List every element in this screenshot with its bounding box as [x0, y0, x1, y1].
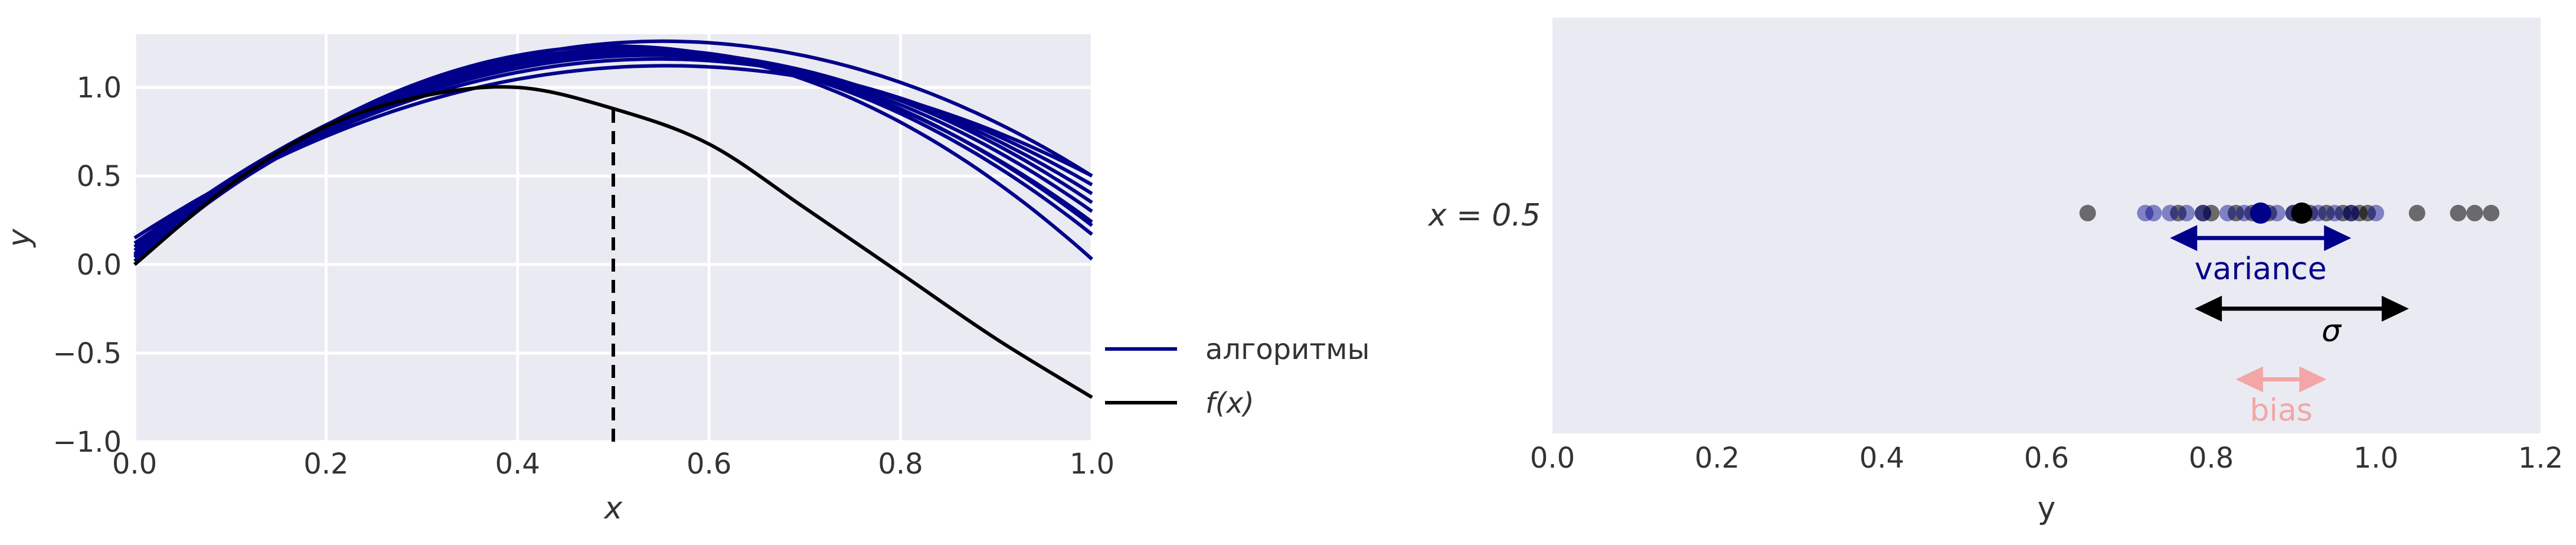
- left-y-axis-label: y: [2, 228, 37, 248]
- blue-point-0: [2137, 204, 2154, 221]
- blue-point-10: [2310, 204, 2327, 221]
- black-point-1: [2170, 204, 2187, 221]
- blue-point-4: [2195, 204, 2212, 221]
- right-x-tick-6: 1.2: [2518, 442, 2563, 475]
- blue-point-11: [2326, 204, 2343, 221]
- black-point-3: [2203, 204, 2219, 221]
- blue-point-1: [2145, 204, 2162, 221]
- right-x-axis-label: y: [2038, 491, 2056, 526]
- legend-label-fx: f(x): [1205, 387, 1254, 420]
- black-point-0: [2079, 204, 2096, 221]
- sigma-label: σ: [2322, 314, 2342, 349]
- right-plot-background: [1552, 18, 2541, 433]
- bias-arrow: [2235, 366, 2327, 393]
- right-y-tick-label: x = 0.5: [1427, 198, 1541, 233]
- variance-arrow: [2170, 225, 2352, 252]
- black-point-13: [2359, 204, 2376, 221]
- left-x-tick-3: 0.6: [687, 448, 731, 481]
- right-x-tick-2: 0.4: [1859, 442, 1904, 475]
- blue-point-6: [2235, 204, 2253, 221]
- right-x-tick-5: 1.0: [2353, 442, 2398, 475]
- variance-label: variance: [2195, 252, 2327, 287]
- left-x-tick-2: 0.4: [495, 448, 540, 481]
- left-plot: 0.0 0.2 0.4 0.6 0.8 1.0 −1.0 −0.5 0.0 0.5 1.0 x y…: [2, 34, 1369, 526]
- left-x-tick-0: 0.0: [112, 448, 157, 481]
- legend: алгоритмы f(x): [1105, 333, 1369, 420]
- sigma-arrow: [2195, 295, 2409, 322]
- sigma-arrow-head-left: [2195, 295, 2222, 322]
- left-x-axis-label: x: [603, 491, 623, 526]
- left-y-tick-0: −1.0: [53, 426, 122, 459]
- blue-mean-point: [2250, 202, 2271, 224]
- black-point-9: [2318, 204, 2335, 221]
- scatter-points: [2079, 202, 2500, 224]
- blue-point-5: [2219, 204, 2236, 221]
- right-x-tick-0: 0.0: [1530, 442, 1575, 475]
- variance-arrow-head-right: [2324, 225, 2352, 252]
- left-x-tick-4: 0.8: [878, 448, 923, 481]
- legend-label-algorithms: алгоритмы: [1205, 333, 1369, 366]
- blue-point-12: [2343, 204, 2360, 221]
- variance-arrow-head-left: [2170, 225, 2198, 252]
- left-y-tick-4: 1.0: [77, 71, 122, 105]
- target-curve-fx: [133, 85, 1093, 399]
- left-y-tick-labels: −1.0 −0.5 0.0 0.5 1.0: [53, 71, 122, 459]
- black-mean-point: [2291, 202, 2313, 224]
- black-point-14: [2408, 204, 2425, 221]
- black-point-16: [2466, 204, 2483, 221]
- right-plot: x = 0.5 variance σ bias 0.0 0.2 0.4 0.6 0.8 1…: [1427, 18, 2563, 526]
- bias-arrow-head-left: [2235, 366, 2263, 393]
- black-point-17: [2483, 204, 2500, 221]
- blue-point-2: [2162, 204, 2179, 221]
- blue-point-13: [2368, 204, 2384, 221]
- annotation-arrows: [2170, 225, 2409, 393]
- left-y-tick-2: 0.0: [77, 249, 122, 282]
- bias-arrow-head-right: [2299, 366, 2327, 393]
- black-point-15: [2450, 204, 2467, 221]
- left-x-tick-labels: 0.0 0.2 0.4 0.6 0.8 1.0: [112, 448, 1114, 481]
- left-x-tick-5: 1.0: [1070, 448, 1114, 481]
- right-x-tick-labels: 0.0 0.2 0.4 0.6 0.8 1.0 1.2: [1530, 442, 2563, 475]
- blue-point-8: [2268, 204, 2286, 221]
- bias-label: bias: [2250, 393, 2312, 428]
- right-x-tick-1: 0.2: [1695, 442, 1740, 475]
- algorithm-curve-7: [133, 64, 1093, 240]
- black-point-4: [2227, 204, 2244, 221]
- left-x-tick-1: 0.2: [303, 448, 348, 481]
- blue-point-3: [2178, 204, 2195, 221]
- left-y-tick-1: −0.5: [53, 337, 122, 370]
- right-x-tick-3: 0.6: [2024, 442, 2069, 475]
- right-x-tick-4: 0.8: [2189, 442, 2234, 475]
- sigma-arrow-head-right: [2381, 295, 2409, 322]
- left-y-tick-3: 0.5: [77, 160, 122, 193]
